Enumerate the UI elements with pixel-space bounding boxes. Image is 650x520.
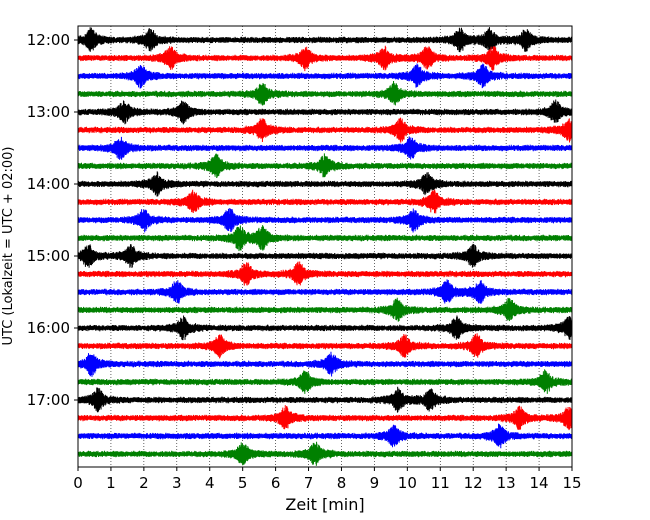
y-tick-label: 12:00 bbox=[27, 31, 70, 49]
x-tick-label: 4 bbox=[205, 474, 215, 492]
y-axis-label: UTC (Lokalzeit = UTC + 02:00) bbox=[1, 147, 16, 346]
x-tick-label: 7 bbox=[304, 474, 314, 492]
y-axis-ticks: 12:00 13:00 14:00 15:00 16:00 17:00 bbox=[27, 31, 78, 409]
seismogram-trace bbox=[77, 333, 573, 359]
x-tick-label: 9 bbox=[370, 474, 380, 492]
y-tick-label: 16:00 bbox=[27, 319, 70, 337]
seismogram-trace bbox=[77, 243, 573, 268]
x-tick-label: 11 bbox=[431, 474, 450, 492]
seismogram-trace bbox=[77, 405, 573, 431]
seismogram-trace bbox=[77, 153, 573, 179]
x-axis-ticks: 0 1 2 3 4 5 6 7 8 9 10 11 12 13 14 15 bbox=[73, 467, 582, 492]
plot-frame bbox=[77, 25, 573, 468]
x-tick-label: 10 bbox=[398, 474, 417, 492]
seismogram-trace bbox=[77, 315, 573, 341]
seismogram-trace bbox=[77, 261, 573, 286]
x-tick-label: 0 bbox=[73, 474, 83, 492]
seismogram-trace bbox=[77, 208, 573, 233]
x-tick-label: 5 bbox=[238, 474, 248, 492]
seismogram-trace bbox=[77, 225, 573, 252]
seismogram-trace bbox=[77, 171, 573, 197]
x-tick-label: 13 bbox=[497, 474, 516, 492]
x-tick-label: 3 bbox=[172, 474, 182, 492]
x-tick-label: 14 bbox=[530, 474, 549, 492]
y-tick-label: 15:00 bbox=[27, 247, 70, 265]
seismogram-trace bbox=[77, 63, 573, 89]
seismogram-trace bbox=[77, 117, 573, 143]
seismogram-trace bbox=[77, 279, 573, 304]
seismogram-trace bbox=[77, 45, 573, 72]
x-tick-label: 8 bbox=[337, 474, 347, 492]
x-tick-label: 15 bbox=[562, 474, 581, 492]
seismogram-trace bbox=[77, 99, 573, 125]
y-tick-label: 17:00 bbox=[27, 391, 70, 409]
y-tick-label: 13:00 bbox=[27, 103, 70, 121]
x-tick-label: 1 bbox=[106, 474, 116, 492]
seismogram-trace bbox=[77, 297, 573, 322]
seismogram-trace bbox=[77, 351, 573, 377]
seismogram-trace bbox=[77, 136, 573, 160]
seismogram-trace bbox=[77, 423, 573, 449]
x-axis-label: Zeit [min] bbox=[285, 495, 364, 514]
y-tick-label: 14:00 bbox=[27, 175, 70, 193]
seismogram-trace bbox=[77, 441, 573, 466]
seismogram-trace bbox=[77, 80, 573, 106]
x-tick-label: 2 bbox=[139, 474, 149, 492]
seismogram-trace bbox=[77, 369, 573, 394]
seismogram-trace bbox=[77, 386, 573, 413]
x-tick-label: 6 bbox=[271, 474, 281, 492]
seismogram-trace bbox=[77, 189, 573, 214]
x-tick-label: 12 bbox=[464, 474, 483, 492]
trace-group bbox=[77, 27, 573, 466]
